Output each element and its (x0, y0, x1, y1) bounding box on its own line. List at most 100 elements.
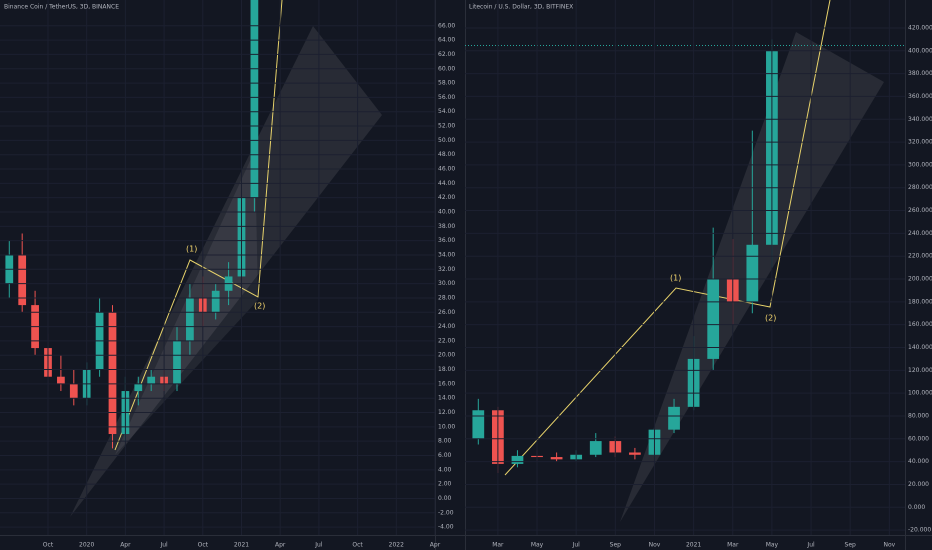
y-tick-label: 60.00 (438, 65, 455, 72)
y-tick-label: 56.00 (438, 94, 455, 101)
chart-title: Litecoin / U.S. Dollar, 3D, BITFINEX (469, 4, 573, 11)
candle-body (173, 340, 181, 384)
x-tick-label: Mar (727, 542, 739, 549)
candle-body (511, 455, 524, 464)
y-tick-label: 18.00 (438, 366, 455, 373)
y-tick-label: 260.000 (908, 207, 932, 214)
candle-body (250, 0, 259, 198)
y-tick-label: 20.00 (438, 352, 455, 359)
y-tick-label: 4.00 (438, 466, 452, 473)
y-tick-label: 52.00 (438, 123, 455, 130)
y-tick-label: 200.000 (908, 276, 932, 283)
y-tick-label: 42.00 (438, 194, 455, 201)
wave-label: (2) (765, 314, 776, 323)
y-tick-label: 66.00 (438, 22, 455, 29)
wedge (70, 26, 382, 517)
y-tick-label: 44.00 (438, 180, 455, 187)
y-tick-label: 20.000 (908, 481, 929, 488)
y-tick-label: 50.00 (438, 137, 455, 144)
y-tick-label: -4.00 (438, 524, 454, 531)
x-tick-label: Jul (572, 542, 581, 549)
x-tick-label: Jul (806, 542, 815, 549)
y-tick-label: 360.000 (908, 93, 932, 100)
y-tick-label: 400.000 (908, 47, 932, 54)
y-tick-label: 54.00 (438, 108, 455, 115)
x-tick-label: Sep (610, 542, 622, 549)
candle-body (147, 376, 156, 384)
x-tick-label: Oct (352, 542, 363, 549)
x-tick-label: 2021 (234, 542, 249, 549)
candle-body (629, 452, 641, 455)
y-tick-label: 22.00 (438, 337, 455, 344)
x-tick-label: Oct (198, 542, 209, 549)
y-tick-label: 58.00 (438, 80, 455, 87)
y-tick-label: 34.00 (438, 251, 455, 258)
x-tick-label: Jul (159, 542, 168, 549)
candle-body (746, 244, 759, 302)
y-tick-label: 28.00 (438, 294, 455, 301)
wave-label: (1) (186, 245, 197, 254)
y-tick-label: 40.00 (438, 208, 455, 215)
x-tick-label: Mar (492, 542, 504, 549)
y-tick-label: 320.000 (908, 139, 932, 146)
y-tick-label: 100.000 (908, 390, 932, 397)
y-tick-label: 16.00 (438, 380, 455, 387)
candle-body (18, 254, 27, 306)
wave-label: (1) (670, 274, 681, 283)
y-tick-label: 140.000 (908, 344, 932, 351)
candle-body (550, 457, 563, 460)
y-tick-label: 80.000 (908, 412, 929, 419)
x-tick-label: Oct (43, 542, 54, 549)
candle-body (186, 297, 194, 341)
y-tick-label: 26.00 (438, 309, 455, 316)
x-tick-label: Apr (430, 542, 441, 549)
y-tick-label: 60.000 (908, 435, 929, 442)
y-tick-label: 30.00 (438, 280, 455, 287)
wave-label: (2) (254, 302, 265, 311)
candle-body (211, 290, 220, 313)
y-tick-label: 240.000 (908, 230, 932, 237)
x-tick-label: Jul (314, 542, 323, 549)
y-tick-label: 14.00 (438, 395, 455, 402)
y-tick-label: 0.00 (438, 495, 452, 502)
y-tick-label: 160.000 (908, 321, 932, 328)
y-tick-label: 62.00 (438, 51, 455, 58)
x-tick-label: 2022 (389, 542, 404, 549)
chart-title: Binance Coin / TetherUS, 3D, BINANCE (4, 4, 119, 11)
candle-body (668, 406, 680, 430)
y-tick-label: 420.000 (908, 24, 932, 31)
y-tick-label: 280.000 (908, 184, 932, 191)
y-tick-label: 180.000 (908, 298, 932, 305)
y-tick-label: 48.00 (438, 151, 455, 158)
y-tick-label: 380.000 (908, 70, 932, 77)
y-tick-label: -2.00 (438, 509, 454, 516)
x-tick-label: Nov (883, 542, 895, 549)
y-tick-label: -20.000 (908, 527, 931, 534)
y-tick-label: 38.00 (438, 223, 455, 230)
x-tick-label: May (766, 542, 779, 549)
y-tick-label: 8.00 (438, 438, 452, 445)
y-tick-label: 10.00 (438, 423, 455, 430)
y-tick-label: 300.000 (908, 161, 932, 168)
candle-body (134, 383, 143, 392)
y-tick-label: 6.00 (438, 452, 452, 459)
y-tick-label: 220.000 (908, 253, 932, 260)
candle-body (472, 410, 485, 439)
x-tick-label: Sep (845, 542, 857, 549)
wave-line (504, 0, 831, 476)
x-tick-label: Apr (120, 542, 131, 549)
x-tick-label: 2020 (79, 542, 94, 549)
x-tick-label: 2021 (686, 542, 701, 549)
y-tick-label: 340.000 (908, 116, 932, 123)
y-tick-label: 40.000 (908, 458, 929, 465)
y-tick-label: 36.00 (438, 237, 455, 244)
y-tick-label: 24.00 (438, 323, 455, 330)
y-tick-label: 120.000 (908, 367, 932, 374)
x-tick-label: May (531, 542, 544, 549)
y-tick-label: 2.00 (438, 481, 452, 488)
candle-body (69, 383, 78, 399)
y-tick-label: 32.00 (438, 266, 455, 273)
candle-body (57, 376, 65, 384)
y-tick-label: 64.00 (438, 37, 455, 44)
